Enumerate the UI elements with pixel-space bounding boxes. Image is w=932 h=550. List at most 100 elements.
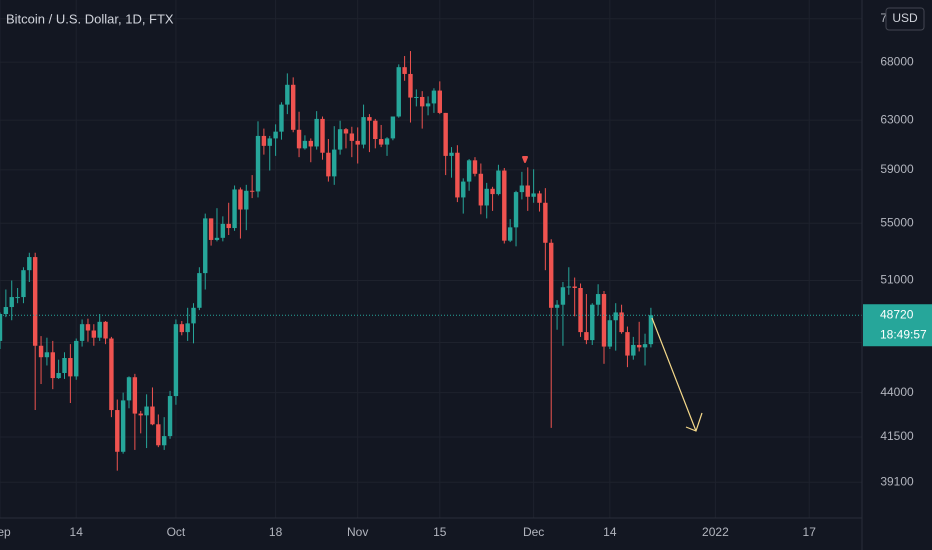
candle-body — [578, 288, 583, 333]
candle-body — [3, 307, 9, 314]
candle-body — [302, 140, 308, 149]
candle-body — [62, 358, 67, 374]
candle-body — [249, 190, 255, 192]
candle-body — [97, 321, 102, 338]
candle-body — [21, 270, 26, 298]
last-price-label: 48720 — [880, 307, 914, 321]
candle-body — [0, 313, 3, 341]
candle-body — [261, 135, 267, 146]
y-tick-label: 59000 — [880, 162, 914, 176]
candle-body — [255, 135, 261, 192]
candle-body — [109, 338, 114, 411]
candle-body — [355, 140, 360, 145]
candle-body — [631, 344, 636, 356]
candle-body — [44, 352, 50, 358]
candle-body — [554, 304, 560, 308]
candle-body — [537, 193, 542, 203]
candle-body — [472, 160, 478, 174]
y-tick-label: 51000 — [880, 273, 914, 287]
candle-body — [607, 320, 613, 347]
candle-body — [513, 192, 519, 228]
candle-body — [595, 294, 601, 305]
candle-body — [478, 173, 484, 206]
x-tick-label: Oct — [167, 525, 186, 539]
candle-body — [343, 129, 349, 134]
arrow-drawing[interactable] — [651, 317, 703, 432]
candle-body — [490, 188, 495, 195]
candle-body — [396, 67, 401, 117]
candle-body — [144, 406, 149, 416]
candle-body — [414, 96, 419, 98]
y-tick-label: 41500 — [880, 429, 914, 443]
last-price-box — [863, 304, 932, 347]
candle-body — [226, 223, 231, 229]
candle-body — [625, 332, 630, 356]
candle-body — [203, 218, 208, 274]
candle-body — [326, 152, 331, 177]
candle-body — [191, 307, 196, 324]
arrow-line — [651, 317, 697, 432]
candle-body — [636, 344, 642, 348]
candle-body — [120, 400, 126, 452]
candle-body — [496, 170, 501, 195]
x-tick-label: 18 — [269, 525, 283, 539]
candle-body — [156, 424, 161, 446]
candle-body — [543, 202, 548, 243]
candle-body — [584, 332, 589, 341]
y-tick-label: 44000 — [880, 385, 914, 399]
currency-button[interactable]: USD — [885, 7, 925, 31]
candle-body — [420, 96, 425, 107]
candle-body — [290, 84, 296, 130]
x-tick-label: 14 — [603, 525, 617, 539]
candle-body — [27, 257, 32, 271]
y-tick-label: 39100 — [880, 474, 914, 488]
candle-body — [390, 116, 396, 139]
candle-body — [179, 324, 184, 333]
candle-body — [273, 131, 278, 139]
candle-body — [449, 152, 454, 156]
x-tick-label: Sep — [0, 525, 11, 539]
candle-body — [642, 344, 648, 348]
candle-body — [601, 294, 607, 347]
candle-body — [367, 117, 372, 121]
candle-body — [378, 139, 384, 145]
candle-body — [296, 129, 302, 149]
candle-body — [613, 312, 618, 321]
candle-body — [425, 103, 431, 107]
y-tick-label: 55000 — [880, 215, 914, 229]
candle-body — [9, 297, 14, 308]
candle-body — [138, 413, 143, 416]
x-tick-label: 14 — [70, 525, 84, 539]
y-tick-label: 63000 — [880, 112, 914, 126]
candle-body — [197, 273, 202, 308]
candle-body — [560, 287, 566, 305]
candle-body — [79, 324, 85, 341]
candle-body — [455, 152, 460, 198]
currency-label: USD — [892, 11, 918, 25]
candle-body — [15, 297, 20, 299]
candle-body — [572, 286, 577, 289]
candle-body — [38, 345, 44, 358]
currency-button-box — [885, 7, 925, 31]
candle-body — [384, 138, 390, 145]
candle-body — [461, 181, 466, 198]
candle-body — [214, 237, 220, 240]
candle-body — [285, 84, 290, 105]
candle-body — [208, 218, 214, 240]
candle-body — [56, 373, 61, 379]
candle-body — [308, 140, 313, 147]
candle-body — [74, 340, 79, 377]
candle-body — [167, 396, 173, 437]
candle-body — [531, 193, 536, 197]
candle-body — [50, 352, 55, 379]
candle-body — [431, 90, 437, 104]
candle-body — [361, 117, 366, 145]
countdown-label: 18:49:57 — [880, 327, 927, 341]
x-tick-label: Dec — [523, 525, 544, 539]
candle-body — [244, 190, 249, 210]
candle-body — [337, 129, 343, 150]
candle-body — [91, 330, 97, 338]
candle-body — [373, 120, 378, 140]
